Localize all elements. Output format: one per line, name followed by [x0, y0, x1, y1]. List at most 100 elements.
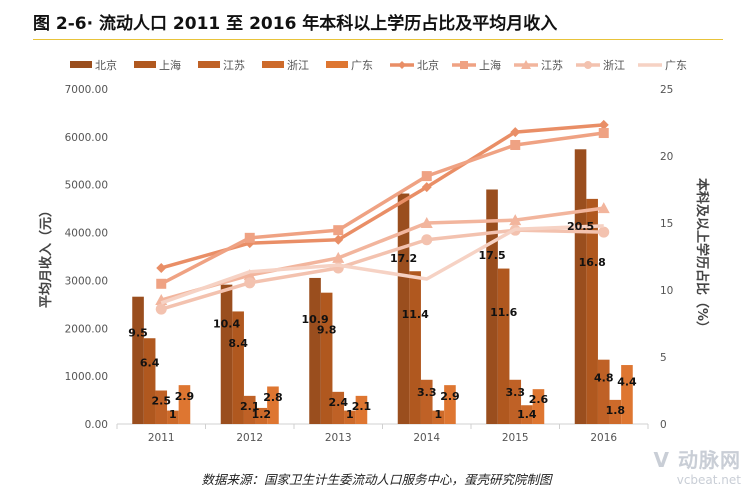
x-tick-label: 2013 [325, 432, 352, 444]
line-浙江 [160, 228, 604, 311]
marker-triangle [243, 269, 256, 281]
bar-浙江 [609, 399, 622, 424]
bar-data-label: 1 [169, 408, 177, 421]
y-tick-label: 2000.00 [65, 323, 108, 335]
bar-data-label: 1.4 [517, 408, 537, 421]
x-tick-label: 2012 [236, 432, 263, 444]
bar-北京 [309, 277, 321, 424]
bar-北京 [486, 189, 498, 424]
marker-square [244, 232, 255, 243]
y-tick-label: 4000.00 [65, 228, 108, 240]
bar-data-label: 2.6 [529, 393, 549, 406]
y2-tick-label: 0 [660, 419, 667, 431]
title-divider [33, 39, 723, 40]
legend-label: 江苏 [223, 59, 245, 72]
bar-广东 [178, 385, 191, 424]
bar-广东 [355, 395, 368, 424]
y-tick-label: 1000.00 [65, 371, 108, 383]
y-tick-label: 7000.00 [65, 84, 108, 96]
legend-label: 浙江 [603, 59, 625, 72]
y-tick-label: 6000.00 [65, 132, 108, 144]
bar-广东 [532, 389, 545, 424]
legend-label: 广东 [665, 59, 687, 72]
legend-marker [398, 61, 406, 69]
y2-tick-label: 20 [660, 151, 673, 163]
bar-江苏 [420, 379, 433, 424]
bar-北京 [220, 284, 233, 424]
marker-diamond [510, 127, 521, 138]
marker-circle [598, 226, 610, 238]
bar-data-label: 17.2 [390, 252, 417, 265]
bar-data-label: 1 [435, 408, 443, 421]
bar-data-label: 6.4 [140, 356, 160, 369]
bar-江苏 [243, 395, 256, 424]
legend-label: 北京 [417, 58, 439, 72]
marker-diamond [156, 262, 167, 273]
marker-square [510, 139, 521, 150]
line-北京 [160, 123, 604, 270]
y-tick-label: 3000.00 [65, 275, 108, 287]
bar-上海 [232, 311, 244, 424]
bar-上海 [320, 292, 333, 424]
marker-circle [421, 234, 433, 246]
marker-square [598, 128, 609, 139]
marker-diamond [333, 234, 344, 245]
legend-label: 广东 [351, 59, 373, 72]
bar-data-label: 1.2 [252, 408, 272, 421]
legend-label: 上海 [159, 58, 181, 72]
legend-swatch [198, 61, 220, 68]
y2-tick-label: 15 [660, 218, 673, 230]
bar-data-label: 1.8 [606, 404, 626, 417]
bar-data-label: 2.8 [263, 391, 283, 404]
bar-北京 [574, 149, 587, 425]
bar-浙江 [255, 407, 268, 424]
bar-data-label: 3.3 [417, 386, 437, 399]
legend-label: 浙江 [287, 59, 309, 72]
bar-广东 [267, 386, 279, 424]
y2-tick-label: 10 [660, 285, 673, 297]
bar-data-label: 11.4 [402, 308, 429, 321]
x-tick-label: 2016 [590, 432, 617, 444]
marker-circle [244, 277, 256, 289]
bar-data-label: 16.8 [579, 256, 606, 269]
marker-triangle [509, 214, 522, 226]
bar-广东 [621, 365, 633, 424]
bar-data-label: 2.9 [175, 390, 195, 403]
bar-data-label: 8.4 [228, 337, 248, 350]
bar-data-label: 11.6 [490, 306, 517, 319]
marker-square [333, 225, 344, 236]
y2-tick-label: 25 [660, 84, 673, 96]
marker-diamond [598, 119, 609, 130]
y-axis-title: 平均月收入（元） [38, 204, 54, 308]
bar-data-label: 2.1 [352, 400, 372, 413]
bar-data-label: 9.5 [128, 326, 148, 339]
marker-triangle [420, 217, 433, 228]
line-江苏 [160, 206, 604, 302]
legend-marker [584, 61, 592, 69]
marker-diamond [421, 182, 432, 193]
marker-circle [155, 303, 167, 315]
line-广东 [160, 224, 604, 305]
y-tick-label: 5000.00 [65, 180, 108, 192]
legend-swatch [326, 61, 348, 68]
bar-上海 [143, 338, 156, 424]
marker-square [421, 171, 432, 182]
legend-marker [460, 61, 468, 69]
bar-data-label: 20.5 [567, 220, 594, 233]
bar-江苏 [155, 390, 168, 424]
y-tick-label: 0.00 [85, 419, 108, 431]
bar-广东 [444, 385, 456, 424]
marker-triangle [332, 251, 345, 263]
chart-title: 图 2-6· 流动人口 2011 至 2016 年本科以上学历占比及平均月收入 [33, 14, 558, 34]
bar-data-label: 4.8 [594, 372, 614, 385]
legend-label: 江苏 [541, 59, 563, 72]
legend-marker [521, 60, 531, 69]
bar-江苏 [597, 359, 610, 424]
bar-江苏 [509, 379, 522, 424]
legend-swatch [262, 61, 284, 68]
x-tick-label: 2014 [413, 432, 440, 444]
bar-data-label: 2.9 [440, 390, 460, 403]
x-tick-label: 2011 [148, 432, 175, 444]
bar-data-label: 2.5 [152, 395, 172, 408]
